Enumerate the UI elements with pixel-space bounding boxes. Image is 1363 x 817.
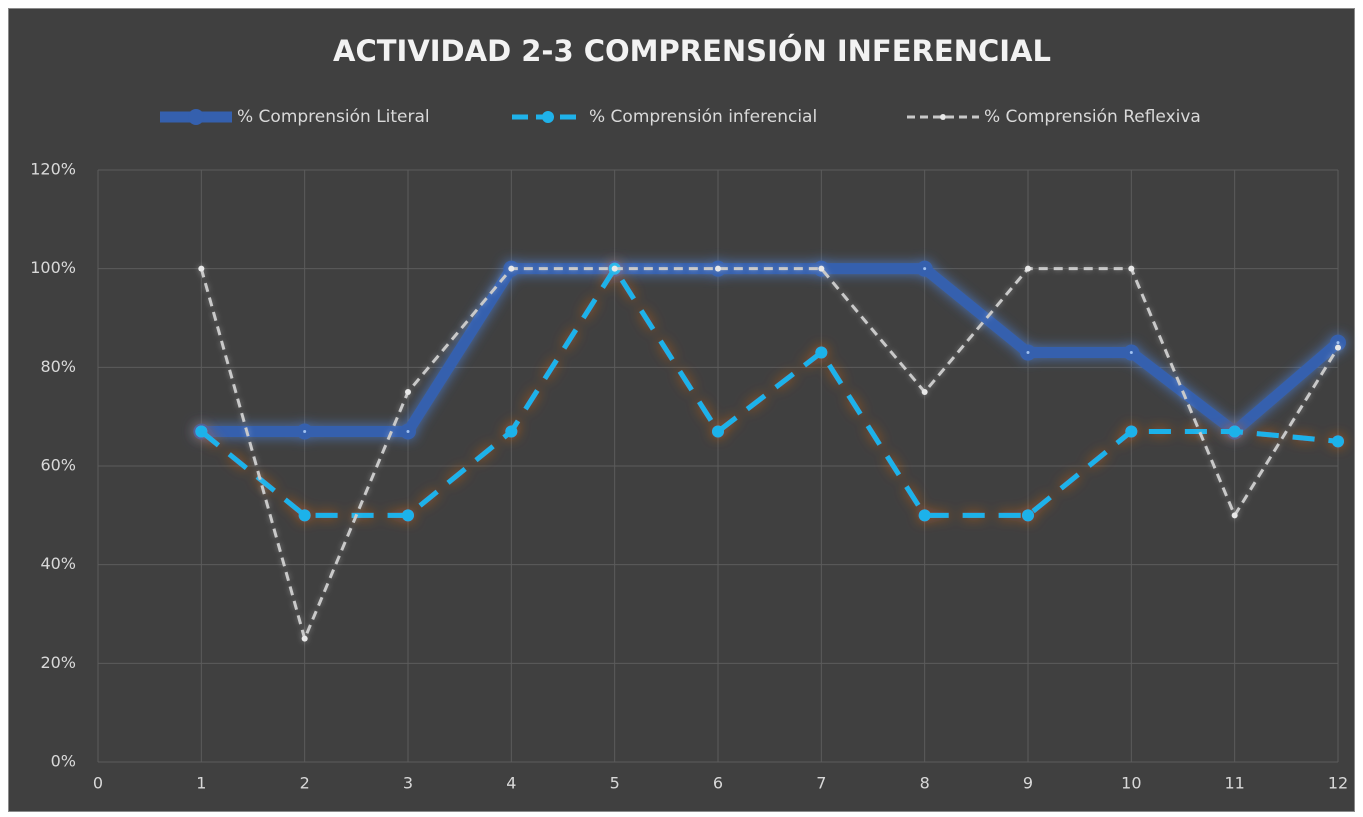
x-tick-label: 12 bbox=[1328, 774, 1348, 793]
y-tick-label: 60% bbox=[40, 456, 76, 475]
data-point bbox=[712, 425, 724, 438]
data-point bbox=[298, 509, 311, 522]
data-point bbox=[1332, 435, 1344, 448]
data-point bbox=[1025, 265, 1031, 272]
y-tick-label: 100% bbox=[30, 258, 76, 277]
series-line bbox=[199, 267, 1340, 641]
point-center bbox=[1336, 341, 1340, 345]
x-tick-label: 3 bbox=[403, 774, 413, 793]
data-point bbox=[1335, 344, 1341, 351]
data-point bbox=[508, 265, 515, 272]
legend-item: % Comprensión inferencial bbox=[512, 107, 817, 127]
data-point bbox=[918, 509, 931, 522]
data-point bbox=[1231, 512, 1238, 519]
chart-background bbox=[8, 8, 1355, 812]
series-group bbox=[198, 265, 1341, 642]
series-line bbox=[199, 266, 1339, 518]
chart-title: ACTIVIDAD 2-3 COMPRENSIÓN INFERENCIAL bbox=[333, 34, 1051, 68]
x-tick-label: 8 bbox=[920, 774, 930, 793]
point-center bbox=[923, 267, 927, 271]
y-tick-label: 120% bbox=[30, 160, 76, 179]
y-tick-label: 0% bbox=[51, 752, 76, 771]
x-tick-label: 2 bbox=[300, 774, 310, 793]
x-tick-label: 4 bbox=[506, 774, 516, 793]
x-tick-label: 1 bbox=[196, 774, 206, 793]
y-tick-label: 80% bbox=[40, 357, 76, 376]
data-point bbox=[1022, 509, 1034, 522]
point-center bbox=[303, 429, 307, 433]
data-point bbox=[1228, 425, 1241, 438]
data-point bbox=[818, 265, 825, 272]
x-tick-label: 11 bbox=[1224, 774, 1244, 793]
x-tick-label: 10 bbox=[1121, 774, 1141, 793]
data-point bbox=[195, 425, 208, 438]
data-point bbox=[505, 425, 518, 438]
legend-marker bbox=[188, 109, 204, 125]
series-group bbox=[195, 262, 1344, 522]
legend-item: % Comprensión Reflexiva bbox=[907, 107, 1201, 127]
data-point bbox=[611, 265, 618, 272]
data-point bbox=[1128, 265, 1135, 272]
data-point bbox=[715, 265, 721, 272]
legend-label: % Comprensión Reflexiva bbox=[984, 107, 1201, 127]
point-center bbox=[1026, 351, 1030, 355]
x-tick-label: 0 bbox=[93, 774, 103, 793]
x-tick-label: 5 bbox=[610, 774, 620, 793]
legend-marker bbox=[940, 114, 946, 120]
data-point bbox=[301, 635, 308, 642]
data-point bbox=[1125, 425, 1138, 438]
data-point bbox=[198, 265, 205, 272]
x-tick-label: 6 bbox=[713, 774, 723, 793]
data-point bbox=[405, 389, 411, 395]
point-center bbox=[406, 429, 410, 433]
legend-label: % Comprensión inferencial bbox=[589, 107, 817, 127]
data-point bbox=[921, 389, 928, 395]
x-tick-label: 9 bbox=[1023, 774, 1033, 793]
y-tick-label: 40% bbox=[40, 554, 76, 573]
point-center bbox=[1129, 351, 1133, 355]
y-tick-label: 20% bbox=[40, 653, 76, 672]
legend-item: % Comprensión Literal bbox=[160, 107, 430, 127]
x-tick-label: 7 bbox=[816, 774, 826, 793]
legend-label: % Comprensión Literal bbox=[237, 107, 430, 127]
data-point bbox=[402, 509, 414, 522]
data-point bbox=[815, 346, 828, 359]
legend-marker bbox=[542, 111, 554, 123]
